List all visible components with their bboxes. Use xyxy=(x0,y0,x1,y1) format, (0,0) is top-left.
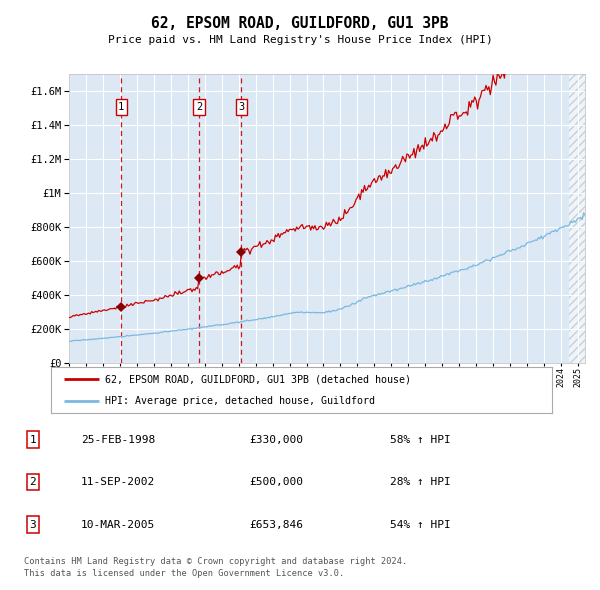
Text: £330,000: £330,000 xyxy=(249,435,303,444)
Text: 54% ↑ HPI: 54% ↑ HPI xyxy=(390,520,451,529)
Bar xyxy=(569,74,585,363)
Text: 58% ↑ HPI: 58% ↑ HPI xyxy=(390,435,451,444)
Text: 1: 1 xyxy=(29,435,37,444)
Text: 2: 2 xyxy=(196,102,202,112)
Text: 3: 3 xyxy=(238,102,245,112)
Text: Contains HM Land Registry data © Crown copyright and database right 2024.
This d: Contains HM Land Registry data © Crown c… xyxy=(24,557,407,578)
Text: HPI: Average price, detached house, Guildford: HPI: Average price, detached house, Guil… xyxy=(105,395,375,405)
Text: 3: 3 xyxy=(29,520,37,529)
Text: 10-MAR-2005: 10-MAR-2005 xyxy=(81,520,155,529)
Text: 2: 2 xyxy=(29,477,37,487)
Text: 62, EPSOM ROAD, GUILDFORD, GU1 3PB: 62, EPSOM ROAD, GUILDFORD, GU1 3PB xyxy=(151,16,449,31)
Text: 25-FEB-1998: 25-FEB-1998 xyxy=(81,435,155,444)
Text: 28% ↑ HPI: 28% ↑ HPI xyxy=(390,477,451,487)
Text: 62, EPSOM ROAD, GUILDFORD, GU1 3PB (detached house): 62, EPSOM ROAD, GUILDFORD, GU1 3PB (deta… xyxy=(105,375,411,385)
Text: 1: 1 xyxy=(118,102,124,112)
Text: 11-SEP-2002: 11-SEP-2002 xyxy=(81,477,155,487)
Text: Price paid vs. HM Land Registry's House Price Index (HPI): Price paid vs. HM Land Registry's House … xyxy=(107,35,493,45)
Text: £500,000: £500,000 xyxy=(249,477,303,487)
Text: £653,846: £653,846 xyxy=(249,520,303,529)
